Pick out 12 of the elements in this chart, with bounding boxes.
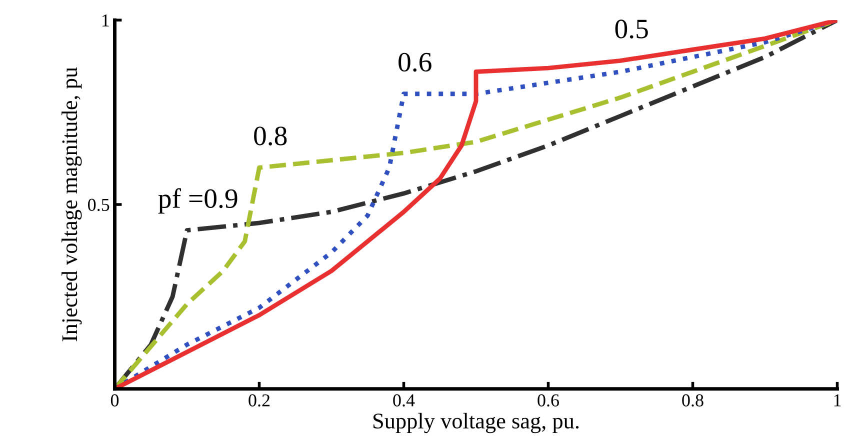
x-tick-label: 0.2 [248,394,270,407]
x-tick-label: 0 [110,394,119,406]
x-tick-label: 1 [834,394,841,406]
x-tick-label: 0.4 [393,394,415,407]
annotation: 0.5 [615,20,648,38]
annotation: 0.6 [398,52,432,72]
x-tick-label: 0.8 [682,394,704,407]
annotation: pf =0.9 [158,188,238,214]
y-axis-title: Injected voltage magnitude, pu [62,67,82,342]
x-tick-label: 0.6 [538,394,559,407]
annotation: 0.8 [254,126,287,146]
x-axis-title: Supply voltage sag, pu. [373,412,579,434]
